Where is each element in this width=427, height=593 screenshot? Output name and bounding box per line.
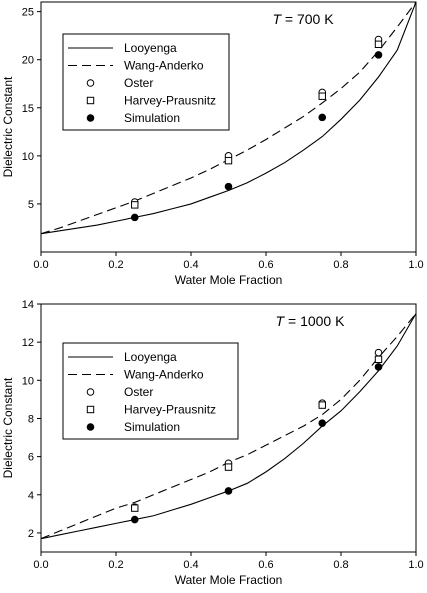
simulation-point bbox=[130, 515, 139, 524]
x-tick-label: 0.4 bbox=[183, 559, 198, 571]
legend-label-oster: Oster bbox=[124, 76, 153, 90]
y-tick-label: 12 bbox=[22, 337, 34, 349]
y-tick-label: 10 bbox=[22, 151, 34, 163]
y-axis-label: Dielectric Constant bbox=[1, 377, 15, 478]
oster-point bbox=[374, 348, 383, 357]
y-tick-label: 14 bbox=[22, 299, 34, 311]
harvey-prausnitz-point bbox=[224, 156, 233, 165]
legend-swatch-simulation bbox=[86, 114, 95, 122]
y-axis-label: Dielectric Constant bbox=[1, 76, 15, 177]
chart-panel-2: 0.0 0.2 0.4 0.6 0.8 1.0 2 4 6 8 10 12 14 Water Mole F… bbox=[1, 299, 424, 587]
plot-frame bbox=[40, 303, 417, 553]
harvey-prausnitz-point bbox=[374, 355, 383, 364]
legend-label-looyenga: Looyenga bbox=[124, 350, 177, 364]
legend-label-simulation: Simulation bbox=[124, 420, 180, 434]
harvey-prausnitz-point bbox=[224, 463, 233, 471]
temperature-label: T = 700 K bbox=[272, 11, 334, 27]
y-tick-label: 25 bbox=[22, 7, 34, 19]
legend-label-wang-anderko: Wang-Anderko bbox=[124, 368, 204, 382]
simulation-point bbox=[224, 182, 233, 191]
legend: Looyenga Wang-Anderko Oster Harvey-Prausnit… bbox=[62, 33, 230, 131]
y-tick-label: 6 bbox=[28, 452, 34, 464]
legend-swatch-oster bbox=[86, 388, 95, 396]
x-tick-label: 1.0 bbox=[408, 559, 423, 571]
x-axis-label: Water Mole Fraction bbox=[175, 273, 283, 287]
x-tick-label: 0.8 bbox=[333, 259, 348, 271]
simulation-point bbox=[130, 213, 139, 222]
simulation-point bbox=[318, 113, 327, 122]
y-tick-label: 15 bbox=[22, 103, 34, 115]
chart-panel-1: 0.0 0.2 0.4 0.6 0.8 1.0 5 10 15 20 25 Water Mole Fr… bbox=[1, 1, 424, 287]
plot-frame bbox=[40, 1, 417, 253]
y-tick-label: 10 bbox=[22, 375, 34, 387]
legend-label-harvey-prausnitz: Harvey-Prausnitz bbox=[124, 94, 216, 108]
x-tick-label: 0.0 bbox=[33, 559, 48, 571]
x-tick-label: 0.8 bbox=[333, 559, 348, 571]
legend-label-wang-anderko: Wang-Anderko bbox=[124, 59, 204, 73]
looyenga-line bbox=[41, 2, 416, 235]
x-tick-label: 0.2 bbox=[108, 559, 123, 571]
harvey-prausnitz-point bbox=[131, 504, 139, 512]
legend-label-looyenga: Looyenga bbox=[124, 41, 177, 55]
legend-swatch-harvey-prausnitz bbox=[86, 96, 95, 105]
x-tick-label: 0.6 bbox=[258, 259, 273, 271]
y-tick-label: 2 bbox=[28, 528, 34, 540]
simulation-point bbox=[224, 487, 233, 495]
legend-swatch-simulation bbox=[86, 423, 95, 431]
x-axis-label: Water Mole Fraction bbox=[175, 573, 283, 587]
x-tick-label: 0.6 bbox=[258, 559, 273, 571]
legend-label-oster: Oster bbox=[124, 385, 153, 399]
harvey-prausnitz-point bbox=[374, 40, 383, 49]
harvey-prausnitz-point bbox=[131, 201, 139, 209]
harvey-prausnitz-point bbox=[318, 401, 326, 409]
simulation-point bbox=[318, 419, 327, 428]
y-tick-label: 20 bbox=[22, 55, 34, 67]
harvey-prausnitz-point bbox=[318, 92, 326, 100]
legend-label-harvey-prausnitz: Harvey-Prausnitz bbox=[124, 403, 216, 417]
simulation-point bbox=[374, 51, 383, 59]
y-tick-label: 8 bbox=[28, 413, 34, 425]
legend-swatch-harvey-prausnitz bbox=[86, 405, 95, 414]
temperature-label: T = 1000 K bbox=[276, 313, 346, 329]
x-tick-label: 0.4 bbox=[183, 259, 198, 271]
legend: Looyenga Wang-Anderko Oster Harvey-Prausnit… bbox=[62, 342, 239, 440]
y-tick-label: 4 bbox=[28, 490, 34, 502]
y-tick-label: 5 bbox=[28, 199, 34, 211]
x-tick-label: 0.2 bbox=[108, 259, 123, 271]
legend-label-simulation: Simulation bbox=[124, 111, 180, 125]
simulation-point bbox=[374, 363, 383, 371]
legend-swatch-oster bbox=[86, 79, 95, 87]
x-tick-label: 1.0 bbox=[408, 259, 423, 271]
x-tick-label: 0.0 bbox=[33, 259, 48, 271]
